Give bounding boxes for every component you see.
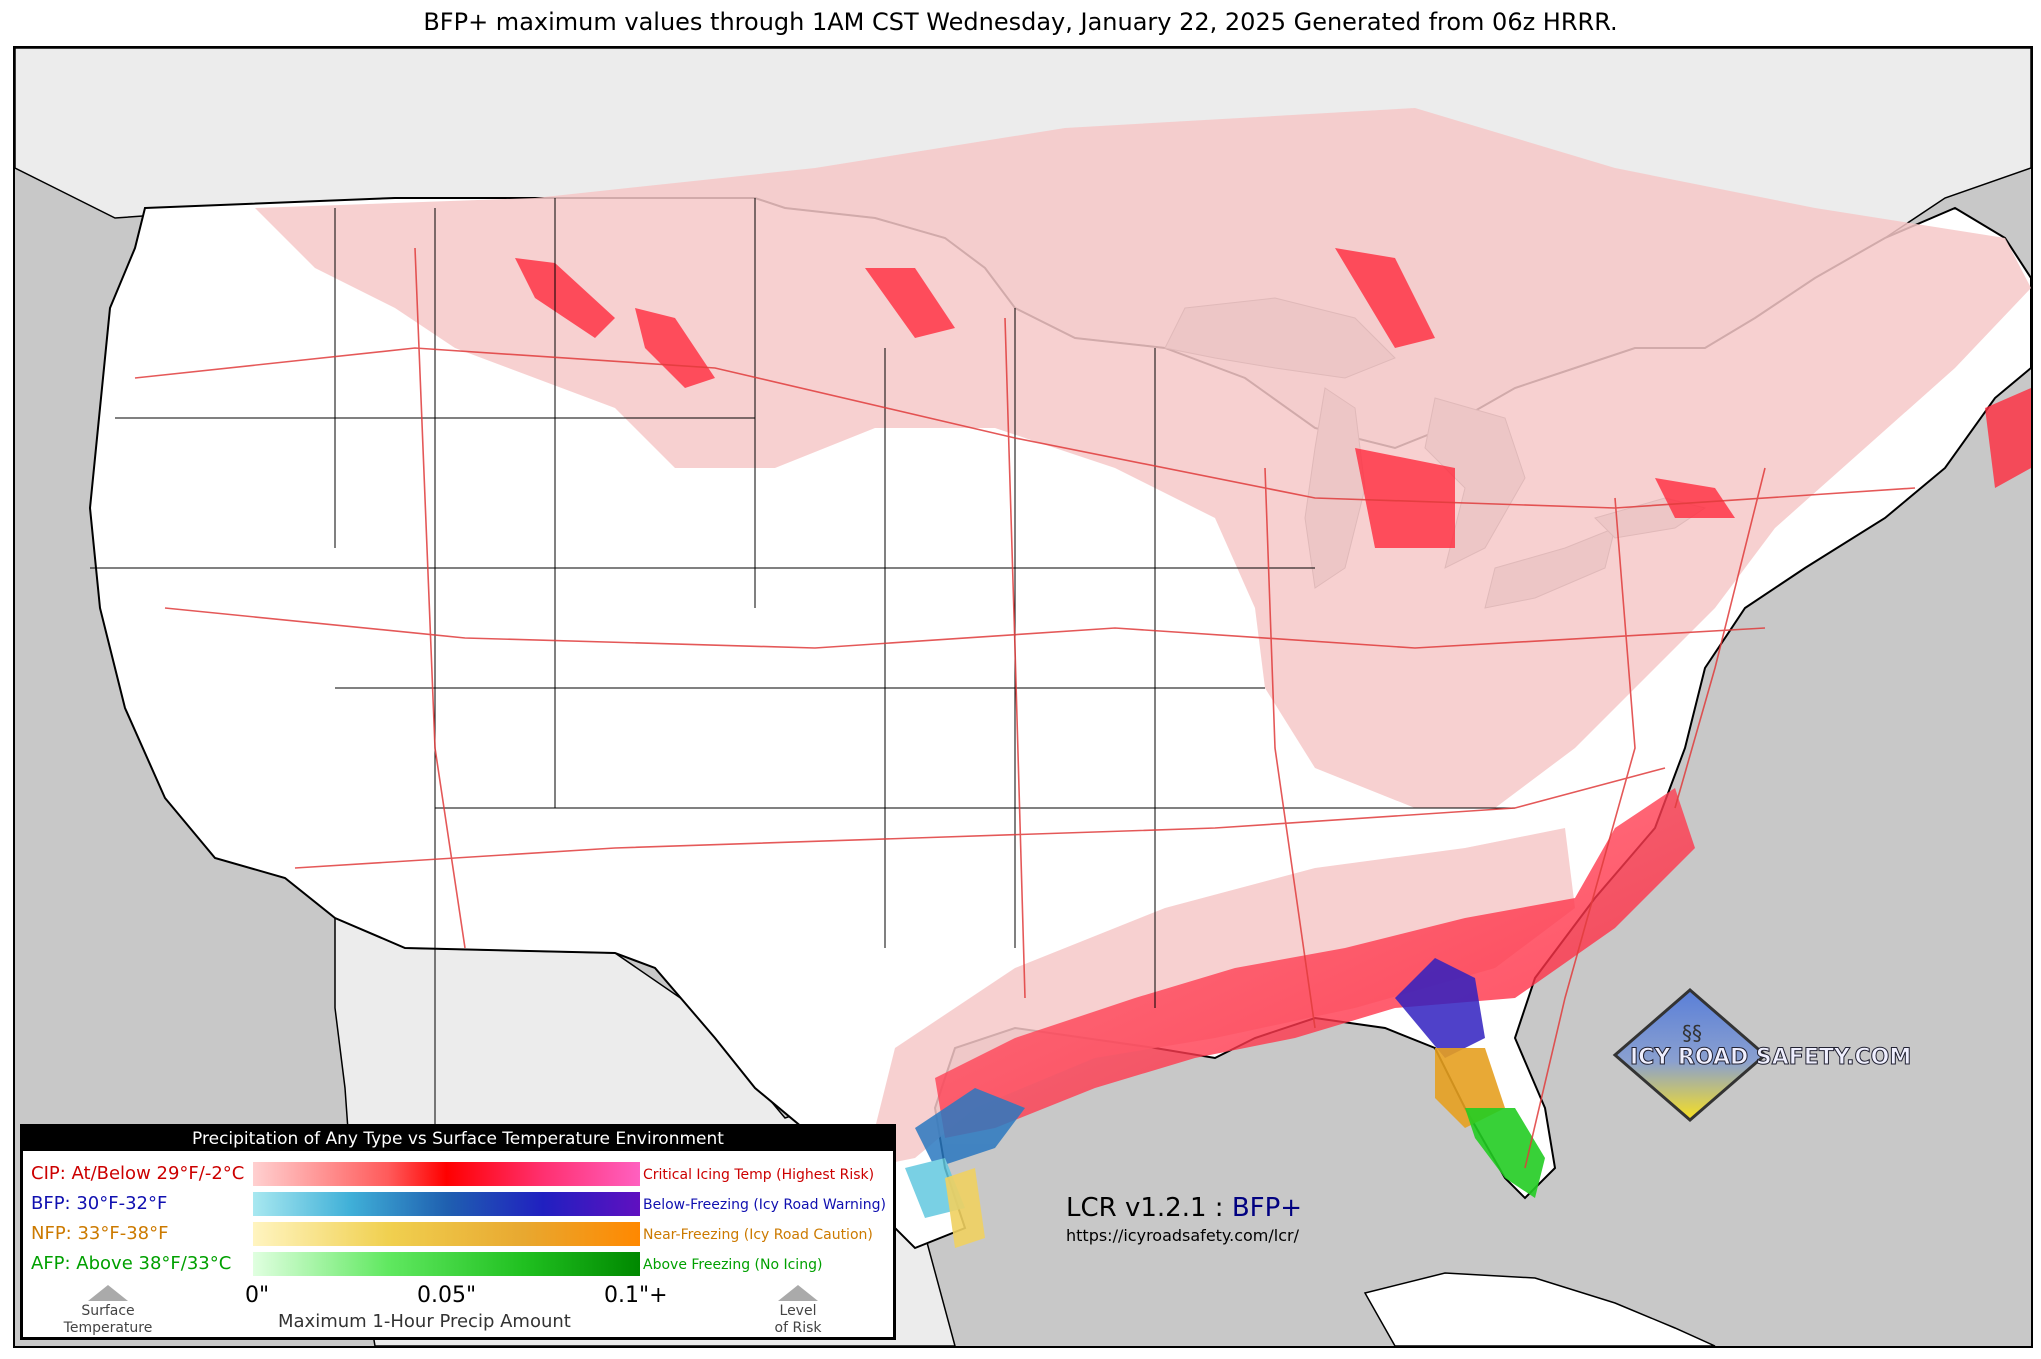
legend-afp-bar: [253, 1252, 640, 1276]
temperature-label: Temperature: [63, 1320, 153, 1336]
product-url[interactable]: https://icyroadsafety.com/lcr/: [1066, 1226, 1299, 1245]
surface-label: Surface: [81, 1303, 135, 1319]
version-product: BFP+: [1231, 1193, 1303, 1223]
level-of-risk-indicator: Level of Risk: [743, 1285, 853, 1337]
legend-nfp-bar: [253, 1222, 640, 1246]
legend-header: Precipitation of Any Type vs Surface Tem…: [23, 1127, 893, 1151]
logo-text: ICY ROAD SAFETY.COM: [1629, 1045, 1912, 1071]
up-triangle-icon: [88, 1285, 128, 1301]
legend-nfp-desc: Near-Freezing (Icy Road Caution): [643, 1227, 873, 1243]
legend-panel: Precipitation of Any Type vs Surface Tem…: [20, 1124, 896, 1340]
up-triangle-icon: [778, 1285, 818, 1301]
version-prefix: LCR v1.2.1 :: [1066, 1193, 1224, 1223]
legend-bfp-label: BFP: 30°F-32°F: [31, 1193, 168, 1214]
legend-afp-label: AFP: Above 38°F/33°C: [31, 1253, 232, 1274]
legend-bfp-desc: Below-Freezing (Icy Road Warning): [643, 1197, 886, 1213]
snowflake-diamond-icon: §§: [1612, 988, 1768, 1122]
level-label: Level: [779, 1303, 817, 1319]
map-title: BFP+ maximum values through 1AM CST Wedn…: [423, 8, 1618, 36]
precip-afp: [1465, 1108, 1545, 1198]
legend-cip-bar: [253, 1162, 640, 1186]
legend-cip-desc: Critical Icing Temp (Highest Risk): [643, 1167, 875, 1183]
svg-text:§§: §§: [1682, 1021, 1702, 1045]
legend-bfp-bar: [253, 1192, 640, 1216]
version-label: LCR v1.2.1 : BFP+: [1066, 1193, 1302, 1223]
interstate-network: [134, 247, 1916, 1169]
cuba-landmass: [1363, 1272, 1716, 1346]
legend-axis-label: Maximum 1-Hour Precip Amount: [278, 1311, 571, 1332]
icy-road-safety-logo[interactable]: §§ ICY ROAD SAFETY.COM: [1600, 985, 1912, 1125]
surface-temperature-indicator: Surface Temperature: [53, 1285, 163, 1337]
legend-cip-label: CIP: At/Below 29°F/-2°C: [31, 1163, 245, 1184]
legend-afp-desc: Above Freezing (No Icing): [643, 1257, 823, 1273]
precip-cip-strong: [515, 248, 2031, 1138]
legend-tick-1: 0.05": [417, 1283, 477, 1308]
legend-tick-2: 0.1"+: [604, 1283, 668, 1308]
legend-tick-0: 0": [245, 1283, 270, 1308]
of-risk-label: of Risk: [774, 1320, 822, 1336]
legend-nfp-label: NFP: 33°F-38°F: [31, 1223, 169, 1244]
